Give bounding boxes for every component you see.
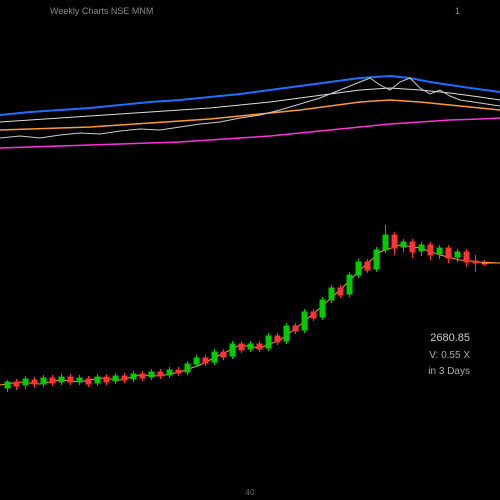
candle [401, 239, 406, 252]
candle [230, 341, 235, 359]
duration-label: in 3 Days [428, 364, 470, 380]
candle [77, 375, 82, 385]
candle [266, 333, 271, 351]
candle [104, 374, 109, 385]
candle [113, 373, 118, 384]
candle [410, 239, 415, 258]
blue-line [0, 76, 500, 115]
candle [158, 369, 163, 379]
candle [446, 245, 451, 263]
candle [239, 341, 244, 353]
candle [428, 242, 433, 260]
candle [437, 245, 442, 259]
candle [167, 367, 172, 378]
candle [419, 242, 424, 256]
candle [347, 272, 352, 297]
candle [383, 225, 388, 253]
moving-average-line [0, 245, 500, 385]
candle [176, 367, 181, 376]
price-chart-panel [0, 200, 500, 450]
candle [41, 375, 46, 387]
candle [302, 309, 307, 333]
candle [293, 323, 298, 334]
candle [329, 285, 334, 303]
candle [212, 349, 217, 365]
candle [50, 375, 55, 386]
candle [59, 374, 64, 385]
candle [95, 374, 100, 386]
candle [248, 341, 253, 352]
candle [203, 355, 208, 366]
candle [185, 361, 190, 375]
candle [464, 249, 469, 267]
candle [68, 374, 73, 385]
last-price: 2680.85 [428, 330, 470, 348]
candle [221, 349, 226, 360]
candle [275, 333, 280, 345]
volume-label: V: 0.55 X [428, 348, 470, 364]
indicator-panel [0, 30, 500, 160]
candle [374, 247, 379, 272]
candle [284, 323, 289, 344]
candle [311, 309, 316, 321]
candle [392, 232, 397, 255]
bottom-axis: 40 [0, 488, 500, 498]
candle [122, 373, 127, 383]
candle [149, 369, 154, 380]
price-info-box: 2680.85 V: 0.55 X in 3 Days [428, 330, 470, 380]
candle [257, 341, 262, 352]
chart-indicator: 1 [455, 6, 460, 16]
candle [14, 379, 19, 390]
candle [86, 376, 91, 387]
candle [32, 377, 37, 388]
candle [356, 259, 361, 278]
candle [5, 380, 10, 392]
candle [140, 371, 145, 381]
candle [23, 376, 28, 389]
candle [320, 297, 325, 320]
candle [338, 285, 343, 298]
candle [473, 255, 478, 272]
chart-title: Weekly Charts NSE MNM [50, 6, 153, 16]
candle [131, 371, 136, 382]
